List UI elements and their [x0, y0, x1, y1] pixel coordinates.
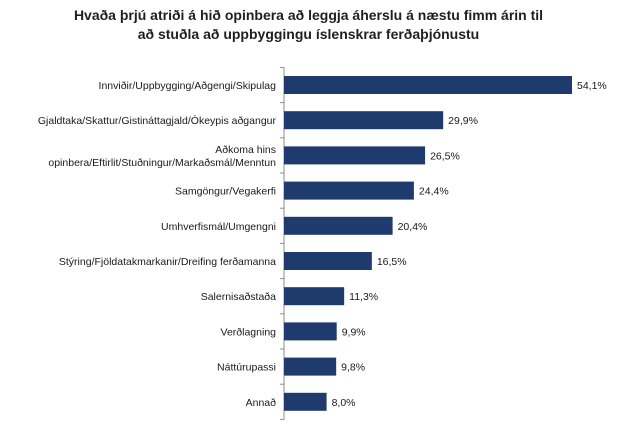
data-label: 26,5% [430, 150, 460, 162]
category-label: Innviðir/Uppbygging/Aðgengi/Skipulag [99, 80, 277, 92]
data-label: 20,4% [398, 221, 428, 233]
bar [284, 111, 444, 130]
category-label: Aðkoma hins opinbera/Eftirlit/Stuðningur/… [48, 144, 276, 169]
category-label: Salernisaðstaða [201, 291, 276, 303]
category-label: Stýring/Fjöldatakmarkanir/Dreifing ferða… [59, 256, 276, 268]
category-label-line: Náttúrupassi [217, 362, 276, 374]
data-label: 54,1% [577, 80, 607, 92]
category-label-line: Annað [246, 397, 277, 409]
category-label: Samgöngur/Vegakerfi [175, 186, 276, 198]
category-label: Umhverfismál/Umgengni [161, 221, 276, 233]
data-label: 24,4% [419, 186, 449, 198]
category-label-line: Aðkoma hins [215, 144, 276, 156]
data-label: 11,3% [349, 291, 378, 303]
category-label-line: Salernisaðstaða [201, 291, 276, 303]
data-label: 8,0% [332, 397, 356, 409]
bar [284, 181, 414, 200]
category-label-line: opinbera/Eftirlit/Stuðningur/Markaðsmál/… [48, 157, 276, 169]
category-label: Annað [246, 397, 277, 409]
bar [284, 322, 337, 341]
bar [284, 252, 372, 270]
bar [284, 357, 337, 376]
bar [284, 146, 426, 165]
category-label-line: Umhverfismál/Umgengni [161, 221, 276, 233]
chart-title-line-1: Hvaða þrjú atriði á hið opinbera að legg… [73, 7, 544, 23]
chart-title-line-2: að stuðla að uppbyggingu íslenskrar ferð… [137, 26, 480, 42]
category-label-line: Verðlagning [221, 326, 277, 338]
category-label: Gjaldtaka/Skattur/Gistináttagjald/Ókeypi… [38, 114, 277, 127]
bar [284, 76, 572, 94]
category-label: Verðlagning [221, 326, 277, 338]
data-label: 9,9% [342, 326, 366, 338]
bar [284, 216, 393, 235]
data-label: 16,5% [377, 256, 407, 268]
bar [284, 392, 327, 411]
bar [284, 287, 345, 306]
data-label: 9,8% [341, 362, 365, 374]
chart-title: Hvaða þrjú atriði á hið opinbera að legg… [0, 6, 617, 44]
category-label-line: Gjaldtaka/Skattur/Gistináttagjald/Ókeypi… [38, 114, 277, 127]
category-label: Náttúrupassi [217, 362, 276, 374]
category-label-line: Samgöngur/Vegakerfi [175, 186, 276, 198]
data-label: 29,9% [448, 115, 478, 127]
category-label-line: Innviðir/Uppbygging/Aðgengi/Skipulag [99, 80, 277, 92]
category-label-line: Stýring/Fjöldatakmarkanir/Dreifing ferða… [59, 256, 276, 268]
